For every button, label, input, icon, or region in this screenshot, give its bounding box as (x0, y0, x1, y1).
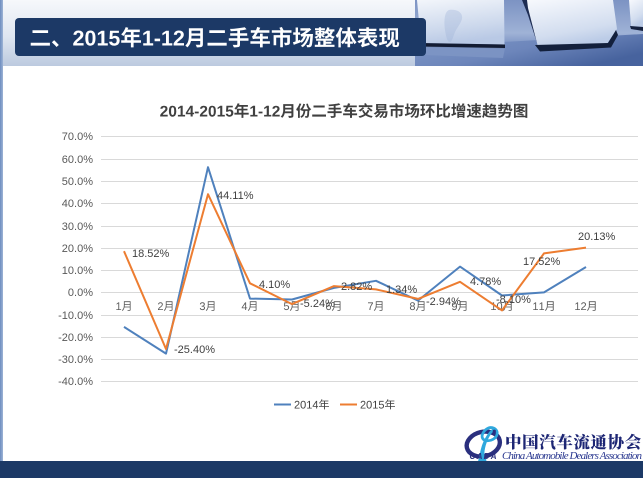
svg-text:-5.24%: -5.24% (300, 298, 335, 310)
svg-text:-20.0%: -20.0% (58, 332, 93, 344)
svg-text:50.0%: 50.0% (62, 176, 93, 188)
svg-text:30.0%: 30.0% (62, 221, 93, 233)
svg-text:10.0%: 10.0% (62, 265, 93, 277)
svg-text:18.52%: 18.52% (132, 248, 170, 260)
svg-text:CADA: CADA (470, 452, 497, 461)
svg-text:-40.0%: -40.0% (58, 376, 93, 388)
svg-text:1.34%: 1.34% (386, 284, 417, 296)
svg-text:-10.0%: -10.0% (58, 310, 93, 322)
svg-text:-25.40%: -25.40% (174, 344, 215, 356)
svg-text:2.82%: 2.82% (341, 281, 372, 293)
svg-text:-30.0%: -30.0% (58, 354, 93, 366)
svg-text:4.10%: 4.10% (259, 279, 290, 291)
svg-text:44.11%: 44.11% (217, 190, 254, 202)
svg-text:-8.10%: -8.10% (496, 294, 531, 306)
svg-text:20.13%: 20.13% (578, 231, 616, 243)
svg-text:60.0%: 60.0% (62, 154, 93, 166)
svg-text:70.0%: 70.0% (62, 131, 93, 143)
svg-text:0.0%: 0.0% (68, 287, 93, 299)
svg-text:40.0%: 40.0% (62, 198, 93, 210)
svg-text:17.52%: 17.52% (523, 256, 561, 268)
svg-text:-2.94%: -2.94% (426, 296, 461, 308)
svg-text:China Automobile Dealers Assoc: China Automobile Dealers Association (502, 450, 643, 462)
svg-text:20.0%: 20.0% (62, 243, 93, 255)
svg-text:4.78%: 4.78% (470, 276, 501, 288)
